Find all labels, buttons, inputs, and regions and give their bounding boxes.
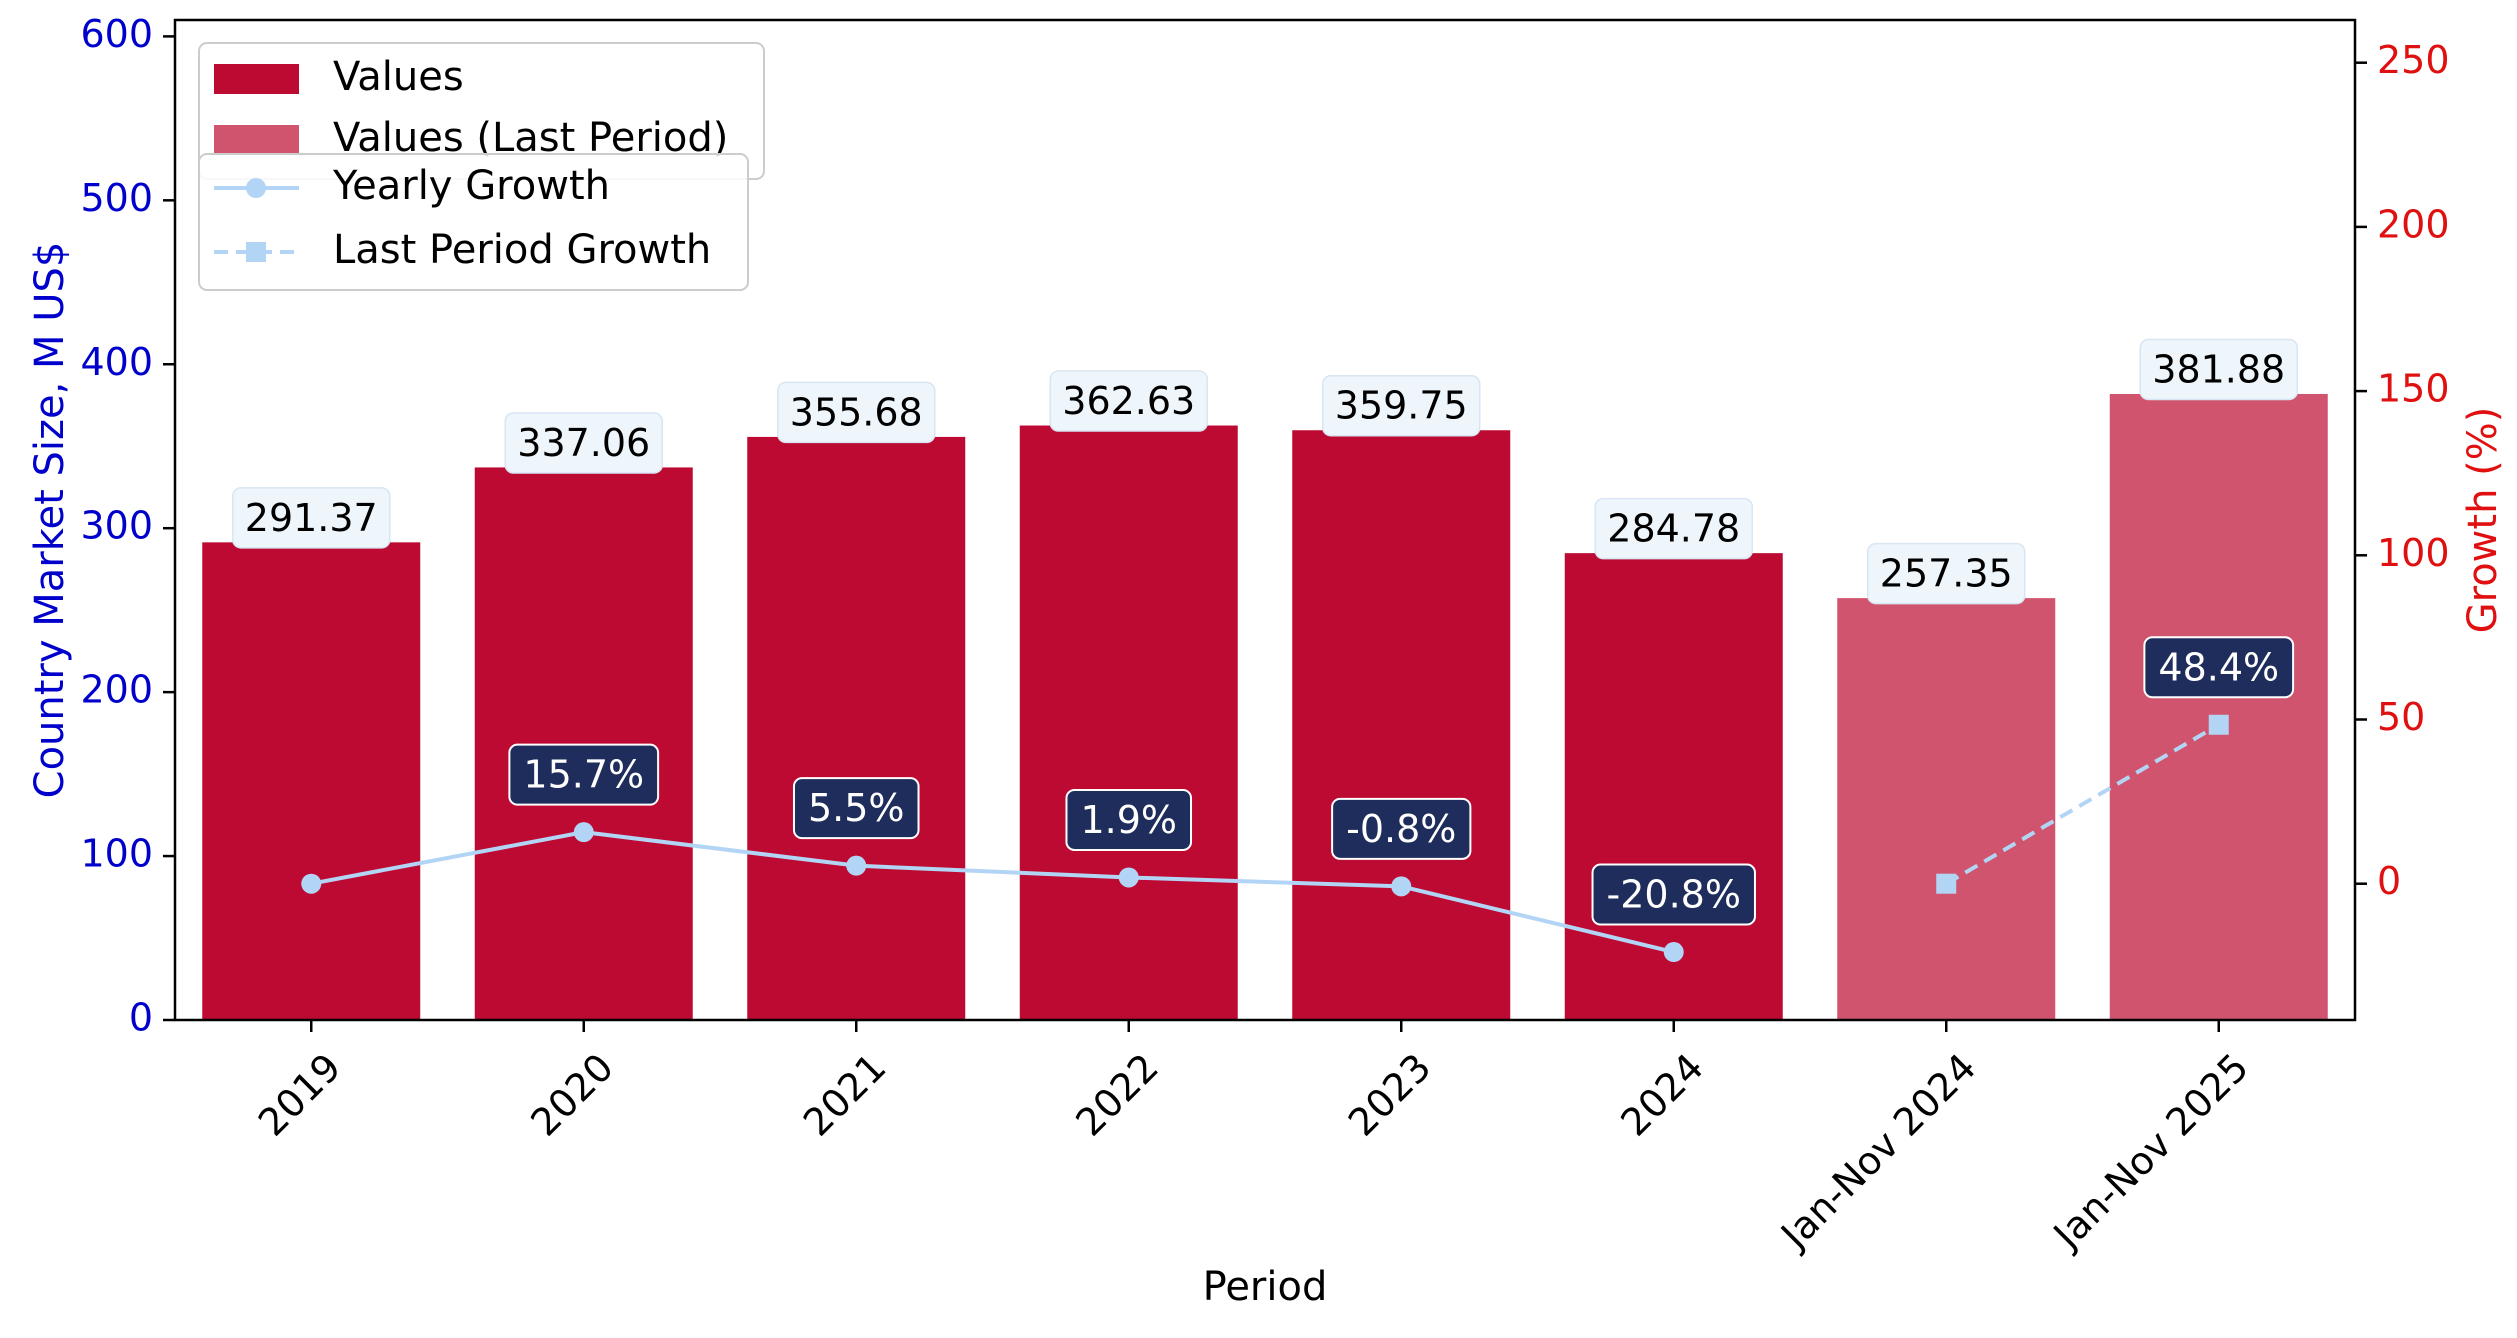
bar-value-label: 362.63: [1049, 370, 1208, 432]
right-tick-label: 150: [2377, 367, 2450, 411]
bar-7: [2109, 393, 2328, 1020]
growth-label: 5.5%: [792, 777, 920, 840]
x-tick-label: 2022: [1067, 1045, 1167, 1145]
bar-value-label: 257.35: [1867, 542, 2026, 605]
left-tick-label: 0: [129, 996, 153, 1040]
yearly-growth-point: [1118, 867, 1139, 888]
growth-label-box: [1591, 863, 1756, 926]
last-period-growth-point: [2208, 714, 2229, 735]
x-tick-label: 2019: [250, 1045, 350, 1145]
growth-label-box: [508, 743, 660, 806]
legend-marker-last-period: [246, 242, 266, 262]
bar-3: [1019, 425, 1238, 1020]
bar-value-label: 284.78: [1594, 497, 1753, 560]
plot-frame: [173, 18, 2357, 1022]
legend-label-yearly-growth: Yearly Growth: [332, 163, 610, 209]
bar-value-label: 291.37: [232, 487, 391, 549]
legend-swatch-last-period: [214, 125, 299, 155]
left-tick-label: 100: [80, 832, 153, 876]
x-tick-label: 2023: [1340, 1045, 1440, 1145]
bars-layer: [202, 393, 2328, 1020]
yearly-growth-point: [301, 873, 322, 894]
bar-value-box: [504, 412, 663, 474]
left-tick-label: 600: [80, 12, 153, 56]
last-period-growth-point: [1936, 873, 1957, 894]
bar-4: [1292, 430, 1511, 1020]
yearly-growth-line: [310, 830, 1675, 954]
legend-swatch-values: [214, 64, 299, 94]
bar-value-text: 362.63: [1062, 379, 1195, 423]
bar-value-box: [232, 487, 391, 549]
data-labels-layer: 15.7% 5.5% 1.9% -0.8% -20.8% 48.4% 291.37 337.0…: [232, 338, 2298, 926]
bar-value-label: 359.75: [1322, 374, 1481, 437]
growth-label: 1.9%: [1065, 788, 1193, 851]
bar-value-text: 359.75: [1335, 384, 1468, 428]
x-tick-label: Jan-Nov 2024: [1771, 1045, 1984, 1258]
bar-value-box: [1049, 370, 1208, 432]
right-tick-label: 100: [2377, 531, 2450, 575]
growth-label-box: [1065, 788, 1193, 851]
bar-value-box: [1867, 542, 2026, 605]
bar-value-label: 381.88: [2139, 338, 2298, 401]
growth-label: -0.8%: [1331, 797, 1472, 860]
y-axis-title: Country Market Size, M US$: [27, 242, 73, 799]
growth-lines-layer: [301, 714, 2229, 963]
right-tick-label: 50: [2377, 695, 2425, 739]
bar-value-box: [1322, 374, 1481, 437]
growth-label-box: [2143, 636, 2295, 699]
right-tick-label: 0: [2377, 859, 2401, 903]
left-tick-label: 400: [80, 340, 153, 384]
growth-label: 15.7%: [508, 743, 660, 806]
left-tick-label: 200: [80, 668, 153, 712]
left-tick-label: 300: [80, 504, 153, 548]
x-axis-title: Period: [1203, 1264, 1328, 1310]
growth-label-box: [792, 777, 920, 840]
x-tick-label: Jan-Nov 2025: [2044, 1045, 2257, 1258]
growth-label: 48.4%: [2143, 636, 2295, 699]
x-tick-label: 2020: [522, 1045, 622, 1145]
bar-value-text: 284.78: [1607, 507, 1740, 551]
bar-value-box: [2139, 338, 2298, 401]
growth-label: -20.8%: [1591, 863, 1756, 926]
growth-label-text: 15.7%: [523, 753, 644, 797]
y2-axis-title: Growth (%): [2460, 407, 2506, 634]
last-period-growth-line: [1945, 723, 2220, 886]
bar-2: [747, 436, 966, 1020]
bar-value-box: [1594, 497, 1753, 560]
bar-value-text: 337.06: [517, 421, 650, 465]
x-tick-label: 2024: [1612, 1045, 1712, 1145]
bar-value-box: [777, 381, 936, 444]
growth-label-box: [1331, 797, 1472, 860]
right-tick-label: 200: [2377, 202, 2450, 246]
bar-value-text: 355.68: [790, 390, 923, 434]
bar-value-label: 337.06: [504, 412, 663, 474]
legend-box-lines: [198, 153, 749, 291]
bar-value-label: 355.68: [777, 381, 936, 444]
yearly-growth-point: [846, 855, 867, 876]
yearly-growth-point: [1391, 876, 1412, 897]
bar-value-text: 291.37: [245, 496, 378, 540]
bar-value-text: 257.35: [1880, 552, 2013, 596]
bar-0: [202, 542, 421, 1020]
yearly-growth-point: [573, 822, 594, 843]
left-tick-label: 500: [80, 176, 153, 220]
growth-label-text: 48.4%: [2158, 645, 2279, 689]
bar-6: [1837, 598, 2056, 1020]
growth-label-text: 5.5%: [808, 786, 905, 830]
x-tick-label: 2021: [795, 1045, 895, 1145]
growth-label-text: 1.9%: [1080, 798, 1177, 842]
bar-value-text: 381.88: [2152, 347, 2285, 391]
legend-label-values: Values: [333, 54, 464, 100]
growth-label-text: -20.8%: [1607, 873, 1741, 917]
legend-marker-yearly: [246, 178, 266, 198]
legend-label-last-period-growth: Last Period Growth: [333, 227, 711, 273]
growth-label-text: -0.8%: [1346, 807, 1456, 851]
yearly-growth-point: [1663, 942, 1684, 963]
right-tick-label: 250: [2377, 38, 2450, 82]
